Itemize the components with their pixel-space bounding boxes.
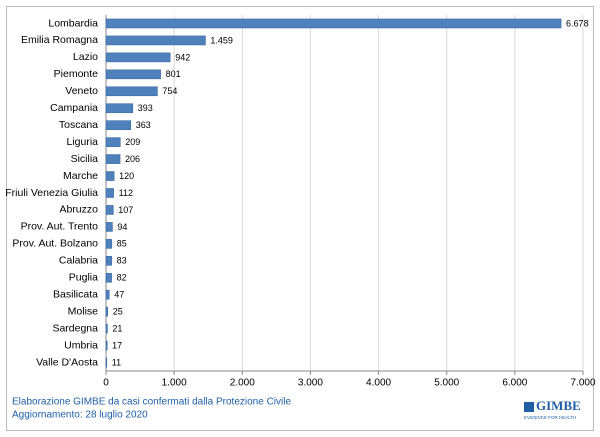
value-label: 209 — [125, 137, 140, 147]
bar — [105, 272, 112, 283]
y-tick-label: Prov. Aut. Trento — [21, 221, 99, 233]
x-tick-label: 6.000 — [502, 378, 527, 389]
y-tick-label: Lombardia — [48, 17, 98, 29]
bar — [105, 137, 121, 147]
value-label: 754 — [162, 86, 177, 96]
bar — [105, 103, 134, 114]
logo-tagline: EVIDENCE FOR HEALTH — [524, 415, 576, 420]
value-label: 1.459 — [210, 35, 233, 45]
bar — [105, 18, 562, 29]
bar — [105, 35, 206, 46]
y-tick-label: Marche — [63, 170, 98, 182]
bar — [105, 52, 171, 63]
bar — [105, 357, 108, 368]
value-label: 942 — [175, 52, 190, 62]
bar — [105, 239, 113, 249]
source-note: Elaborazione GIMBE da casi confermati da… — [12, 397, 291, 408]
y-tick-label: Liguria — [66, 136, 98, 148]
value-label: 6.678 — [566, 18, 589, 28]
bar — [105, 289, 110, 300]
y-tick-label: Calabria — [59, 255, 98, 267]
value-label: 17 — [112, 340, 122, 350]
bar — [105, 154, 121, 164]
bar — [105, 222, 113, 232]
bar — [105, 306, 109, 317]
x-tick-label: 0 — [103, 378, 109, 389]
y-tick-label: Molise — [68, 305, 99, 317]
value-label: 393 — [138, 103, 153, 113]
chart-frame — [6, 6, 594, 431]
logo: GIMBE — [536, 398, 581, 413]
value-label: 11 — [112, 357, 121, 367]
bar — [105, 205, 114, 215]
x-tick-label: 3.000 — [298, 378, 323, 389]
y-tick-label: Emilia Romagna — [21, 34, 98, 46]
value-label: 82 — [117, 273, 127, 283]
value-label: 85 — [117, 239, 127, 249]
value-label: 47 — [114, 290, 124, 300]
y-tick-label: Friuli Venezia Giulia — [5, 187, 98, 199]
bar — [105, 120, 132, 130]
bar — [105, 256, 112, 266]
y-tick-label: Campania — [50, 102, 98, 114]
bar — [105, 171, 115, 181]
y-tick-label: Veneto — [65, 85, 98, 97]
value-label: 112 — [119, 188, 133, 198]
y-tick-label: Sardegna — [52, 322, 98, 334]
value-label: 25 — [113, 307, 123, 317]
x-tick-label: 4.000 — [366, 378, 391, 389]
y-tick-label: Piemonte — [54, 68, 99, 80]
bar — [105, 86, 158, 97]
value-label: 801 — [166, 69, 181, 79]
y-tick-label: Toscana — [59, 119, 98, 131]
y-tick-label: Valle D'Aosta — [36, 356, 98, 368]
x-tick-label: 7.000 — [570, 378, 595, 389]
y-tick-label: Lazio — [73, 51, 98, 63]
x-tick-label: 2.000 — [230, 378, 255, 389]
value-label: 83 — [117, 256, 127, 266]
y-tick-label: Umbria — [64, 339, 98, 351]
y-tick-label: Basilicata — [53, 288, 98, 300]
update-note: Aggiornamento: 28 luglio 2020 — [12, 410, 148, 421]
x-tick-label: 5.000 — [434, 378, 459, 389]
bar — [105, 69, 161, 80]
value-label: 107 — [118, 205, 133, 215]
bar — [105, 323, 108, 334]
y-tick-label: Puglia — [69, 272, 98, 284]
x-tick-label: 1.000 — [162, 378, 187, 389]
value-label: 21 — [112, 323, 122, 333]
value-label: 94 — [117, 222, 127, 232]
y-tick-label: Sicilia — [71, 153, 99, 165]
y-tick-label: Prov. Aut. Bolzano — [12, 238, 98, 250]
value-label: 120 — [119, 171, 134, 181]
y-tick-label: Abruzzo — [59, 204, 98, 216]
value-label: 363 — [136, 120, 151, 130]
bar — [105, 340, 108, 351]
logo-icon — [524, 402, 534, 412]
bar — [105, 188, 114, 198]
value-label: 206 — [125, 154, 140, 164]
